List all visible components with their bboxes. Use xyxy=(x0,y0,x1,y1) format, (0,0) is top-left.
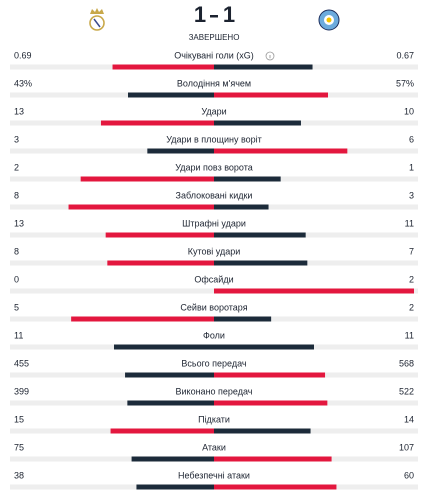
home-value: 3 xyxy=(14,134,19,144)
home-value: 455 xyxy=(14,358,29,368)
stat-label: Небезпечні атаки xyxy=(178,470,250,480)
home-value: 0 xyxy=(14,274,19,284)
stat-label: Атаки xyxy=(202,442,226,452)
stat-label: Штрафні удари xyxy=(182,218,246,228)
away-bar xyxy=(214,204,269,210)
away-value: 57% xyxy=(396,78,414,88)
away-value: 2 xyxy=(409,274,414,284)
stat-label: Виконано передач xyxy=(176,386,253,396)
away-bar xyxy=(214,176,281,182)
stat-label: Володіння м'ячем xyxy=(177,78,251,88)
home-value: 43% xyxy=(14,78,32,88)
stat-label: Сейви воротаря xyxy=(180,302,247,312)
home-bar xyxy=(80,176,215,182)
away-bar xyxy=(214,400,328,406)
away-value: 14 xyxy=(404,414,414,424)
stat-label: Удари повз ворота xyxy=(175,162,253,172)
away-bar xyxy=(214,428,311,434)
away-value: 3 xyxy=(409,190,414,200)
home-bar xyxy=(125,372,214,378)
home-value: 2 xyxy=(14,162,19,172)
home-bar xyxy=(100,120,214,126)
home-bar xyxy=(114,344,214,350)
stat-label: Всього передач xyxy=(181,358,247,368)
away-bar xyxy=(214,372,326,378)
away-value: 6 xyxy=(409,134,414,144)
stat-label: Кутові удари xyxy=(188,246,241,256)
stat-label: Заблоковані кидки xyxy=(176,190,253,200)
match-status: ЗАВЕРШЕНО xyxy=(189,33,240,42)
away-value: 568 xyxy=(399,358,414,368)
home-bar xyxy=(131,456,214,462)
home-value: 13 xyxy=(14,106,24,116)
home-bar xyxy=(127,400,214,406)
away-bar xyxy=(214,456,332,462)
home-bar xyxy=(112,64,214,70)
home-bar xyxy=(68,204,214,210)
home-value: 15 xyxy=(14,414,24,424)
home-value: 8 xyxy=(14,246,19,256)
away-value: 1 xyxy=(409,162,414,172)
stat-label: Удари в площину воріт xyxy=(166,134,262,144)
stat-label: Удари xyxy=(201,106,226,116)
stat-label: Фоли xyxy=(203,330,225,340)
home-bar xyxy=(71,316,215,322)
away-value: 522 xyxy=(399,386,414,396)
away-bar xyxy=(214,316,272,322)
home-value: 399 xyxy=(14,386,29,396)
home-value: 5 xyxy=(14,302,19,312)
away-bar xyxy=(214,344,314,350)
score-separator xyxy=(210,15,218,18)
away-value: 11 xyxy=(405,330,414,340)
home-bar xyxy=(107,260,214,266)
away-bar xyxy=(214,232,306,238)
away-bar xyxy=(214,64,313,70)
stat-rows: Очікувані голи (xG) 0.69 0.67 Володіння м'я… xyxy=(10,50,418,490)
away-value: 0.67 xyxy=(396,50,414,60)
away-value: 107 xyxy=(399,442,414,452)
away-bar xyxy=(214,484,337,490)
home-bar xyxy=(136,484,214,490)
away-value: 2 xyxy=(409,302,414,312)
away-value: 60 xyxy=(404,470,414,480)
home-crest xyxy=(89,8,105,31)
home-value: 13 xyxy=(14,218,24,228)
away-bar xyxy=(214,120,301,126)
away-bar xyxy=(214,148,348,154)
home-value: 8 xyxy=(14,190,19,200)
away-crest xyxy=(318,9,340,31)
home-value: 0.69 xyxy=(14,50,32,60)
info-icon[interactable] xyxy=(265,51,275,61)
home-bar xyxy=(110,428,214,434)
home-bar xyxy=(147,148,214,154)
stat-label: Підкати xyxy=(198,414,230,424)
home-value: 38 xyxy=(14,470,24,480)
home-bar xyxy=(105,232,214,238)
home-value: 75 xyxy=(14,442,24,452)
away-value: 7 xyxy=(409,246,414,256)
away-score: 1 xyxy=(223,2,235,27)
away-bar xyxy=(214,92,328,98)
away-bar xyxy=(214,260,308,266)
stat-label: Очікувані голи (xG) xyxy=(174,50,254,60)
home-value: 11 xyxy=(14,330,23,340)
home-score: 1 xyxy=(194,2,206,27)
away-value: 10 xyxy=(404,106,414,116)
stat-label: Офсайди xyxy=(194,274,233,284)
away-bar xyxy=(214,288,414,294)
away-value: 11 xyxy=(405,218,414,228)
home-bar xyxy=(128,92,214,98)
